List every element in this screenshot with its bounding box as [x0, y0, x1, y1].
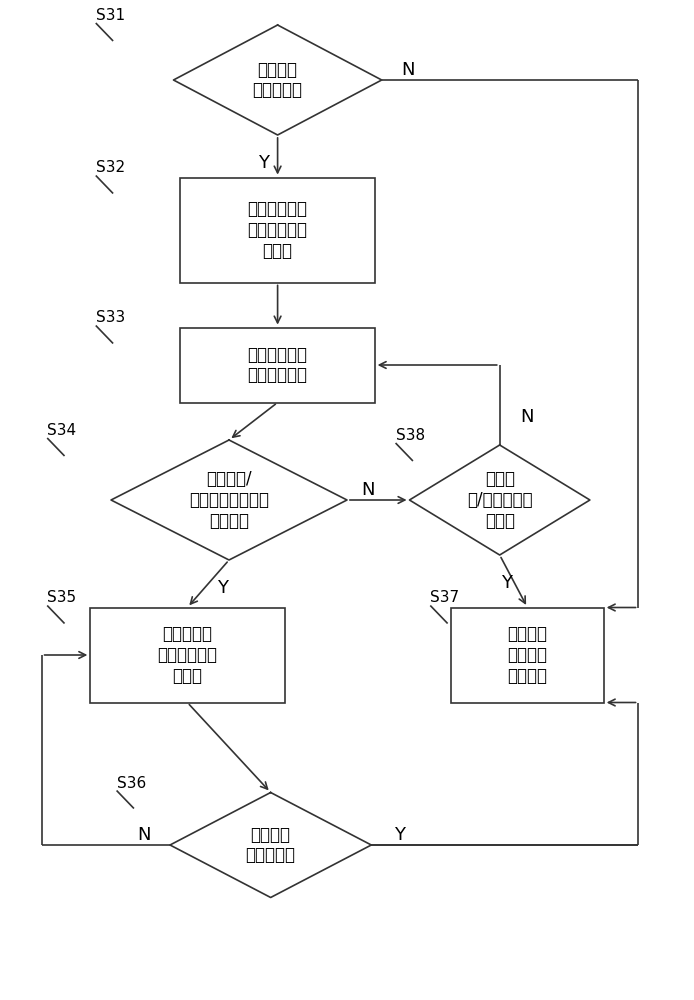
Text: N: N: [137, 826, 151, 844]
Text: S32: S32: [96, 160, 125, 176]
Text: 控制逆变器以
最高频率输出
交流电: 控制逆变器以 最高频率输出 交流电: [248, 200, 307, 260]
Polygon shape: [174, 25, 382, 135]
Text: N: N: [520, 408, 534, 426]
Text: S37: S37: [430, 590, 459, 606]
Text: N: N: [401, 61, 415, 79]
Polygon shape: [409, 445, 590, 555]
Text: 接收到使
能工作信号: 接收到使 能工作信号: [253, 61, 303, 99]
Text: S31: S31: [96, 8, 125, 23]
Text: 判断输入/
输出功率是否等于
预定阈值: 判断输入/ 输出功率是否等于 预定阈值: [189, 470, 269, 530]
Text: Y: Y: [501, 574, 512, 592]
Bar: [90, 607, 285, 702]
Text: S33: S33: [96, 310, 125, 326]
Bar: [180, 178, 375, 282]
Text: N: N: [361, 481, 375, 499]
Text: 控制逆变
器停止输
出交流电: 控制逆变 器停止输 出交流电: [507, 625, 548, 685]
Text: Y: Y: [393, 826, 405, 844]
Text: S35: S35: [47, 590, 76, 606]
Text: 接收到停
止工作信号: 接收到停 止工作信号: [246, 826, 296, 864]
Text: 控制逆变器降
低交流电频率: 控制逆变器降 低交流电频率: [248, 346, 307, 384]
Text: 判断输
入/输出功率是
否降低: 判断输 入/输出功率是 否降低: [467, 470, 532, 530]
Polygon shape: [170, 792, 371, 898]
Polygon shape: [111, 440, 347, 560]
Text: Y: Y: [258, 154, 269, 172]
Text: S36: S36: [117, 776, 146, 790]
Bar: [451, 607, 604, 702]
Text: 控制逆变器
保持当前交流
电频率: 控制逆变器 保持当前交流 电频率: [158, 625, 217, 685]
Text: Y: Y: [217, 579, 228, 597]
Text: S34: S34: [47, 423, 76, 438]
Bar: [180, 328, 375, 402]
Text: S38: S38: [396, 428, 425, 443]
